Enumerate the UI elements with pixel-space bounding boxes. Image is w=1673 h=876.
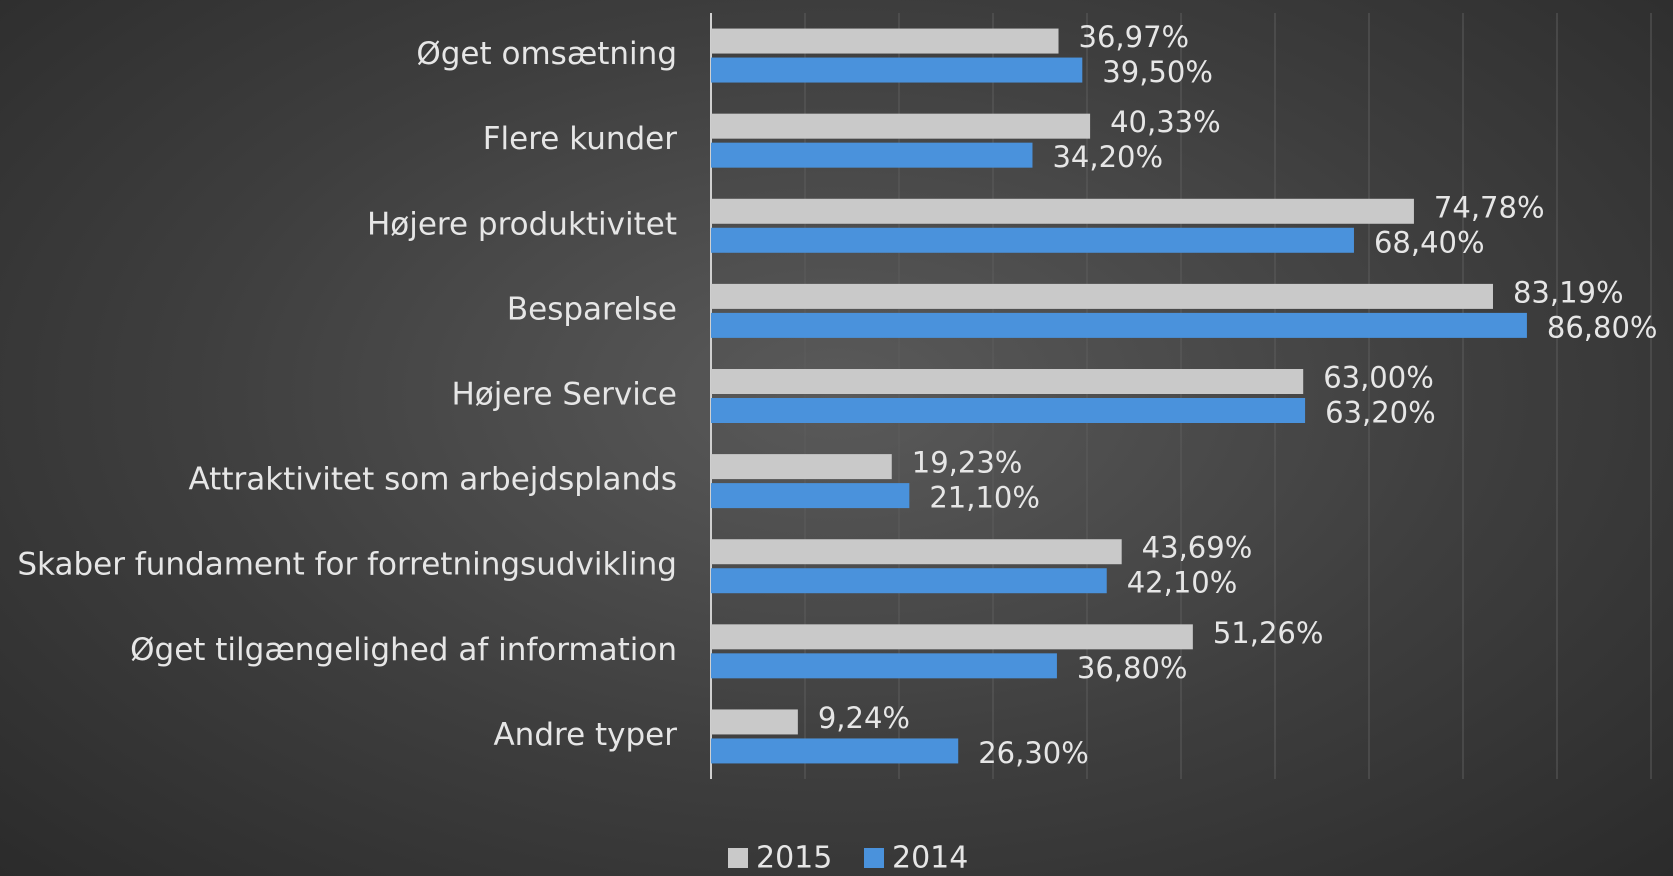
category-label: Attraktivitet som arbejdsplands: [189, 462, 678, 498]
value-label: 9,24%: [818, 701, 910, 735]
value-label: 83,19%: [1513, 275, 1624, 309]
bar: [711, 198, 1414, 224]
bar: [711, 483, 910, 509]
value-label: 36,97%: [1079, 20, 1190, 54]
value-label: 34,20%: [1052, 140, 1163, 174]
value-label: 68,40%: [1374, 225, 1485, 259]
bar: [711, 454, 892, 480]
bar: [711, 113, 1091, 139]
value-label: 40,33%: [1110, 105, 1221, 139]
category-label: Skaber fundament for forretningsudviklin…: [17, 547, 677, 583]
bar: [711, 398, 1306, 423]
value-label: 19,23%: [912, 446, 1023, 480]
category-label: Øget tilgængelighed af information: [130, 632, 677, 668]
value-label: 86,80%: [1547, 310, 1658, 344]
bar: [711, 568, 1107, 594]
value-label: 63,00%: [1323, 361, 1434, 395]
bar: [711, 57, 1083, 83]
legend-swatch: [728, 848, 748, 868]
category-label: Andre typer: [493, 717, 677, 753]
category-label: Øget omsætning: [416, 36, 677, 72]
bar: [711, 709, 798, 735]
legend-label: 2015: [756, 841, 832, 876]
bar: [711, 653, 1057, 679]
value-label: 43,69%: [1142, 531, 1253, 565]
category-label: Højere produktivitet: [367, 206, 677, 242]
bar: [711, 227, 1354, 253]
bar: [711, 624, 1193, 650]
legend-swatch: [864, 848, 884, 868]
value-label: 74,78%: [1434, 190, 1545, 224]
bar: [711, 283, 1493, 309]
value-label: 21,10%: [929, 481, 1040, 515]
value-label: 42,10%: [1127, 566, 1238, 600]
value-label: 39,50%: [1102, 55, 1213, 89]
bar: [711, 369, 1304, 394]
category-label: Flere kunder: [483, 121, 678, 157]
category-label: Besparelse: [507, 291, 677, 327]
bar: [711, 738, 959, 764]
value-label: 63,20%: [1325, 396, 1436, 430]
bar: [711, 28, 1059, 54]
legend-label: 2014: [892, 841, 968, 876]
category-label: Højere Service: [451, 377, 677, 413]
bar: [711, 312, 1527, 338]
bar: [711, 539, 1122, 565]
value-label: 51,26%: [1213, 616, 1324, 650]
value-label: 36,80%: [1077, 651, 1188, 685]
value-label: 26,30%: [978, 736, 1089, 770]
bar: [711, 142, 1033, 168]
